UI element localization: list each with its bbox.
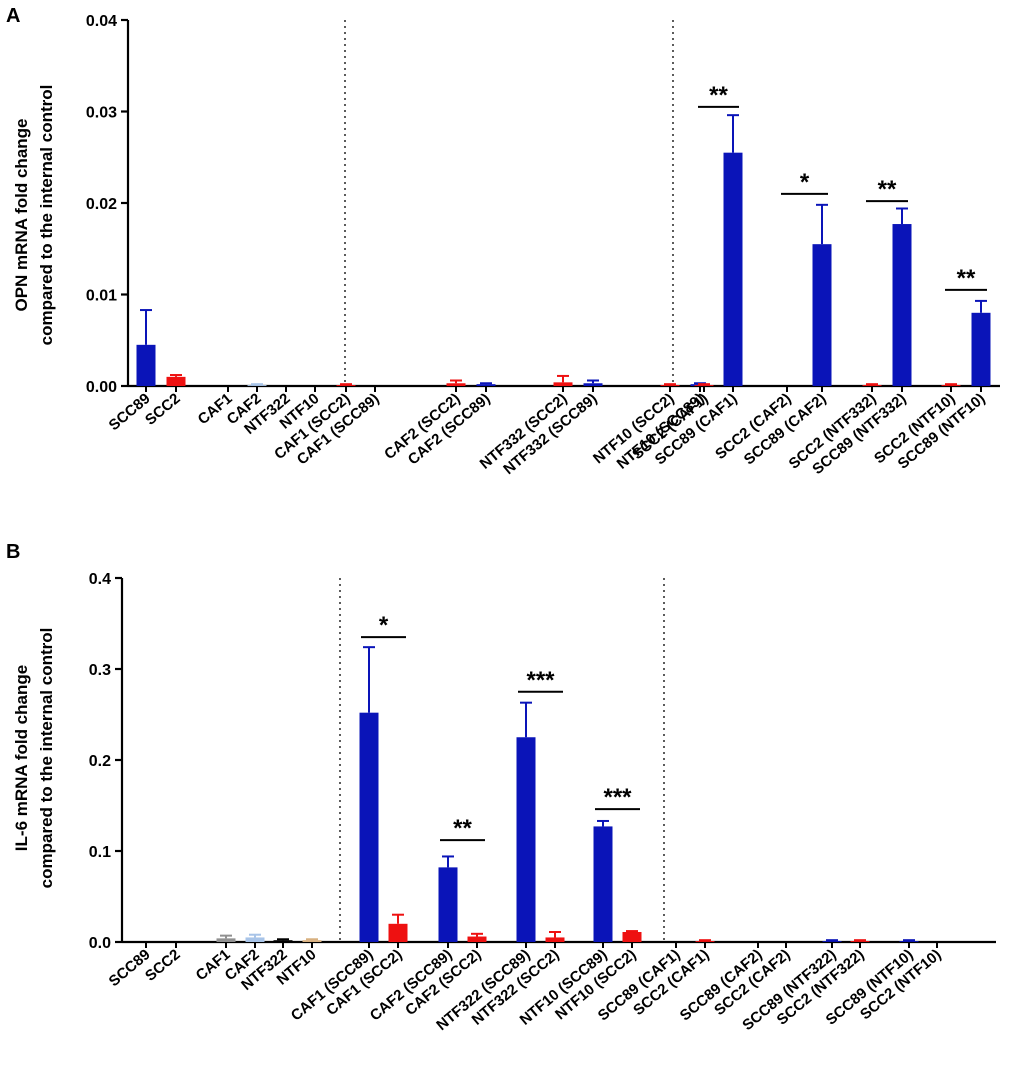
bar <box>302 940 322 942</box>
y-axis-label-line1: OPN mRNA fold change <box>12 119 31 312</box>
bar <box>694 385 714 386</box>
bar <box>583 383 603 386</box>
panel-a: A OPN mRNA fold change compared to the i… <box>6 5 1000 478</box>
y-axis-label-line2: compared to the internal control <box>37 85 56 346</box>
bar <box>593 826 613 942</box>
bar <box>553 382 573 386</box>
bar <box>216 938 236 942</box>
bar <box>245 937 265 942</box>
y-tick-label: 0.2 <box>89 753 111 770</box>
bar <box>516 737 536 942</box>
bar <box>850 941 870 942</box>
y-tick-label: 0.00 <box>86 379 117 396</box>
y-axis-label-line1: IL-6 mRNA fold change <box>12 665 31 851</box>
bar <box>388 923 408 942</box>
bar <box>273 940 293 942</box>
bar <box>166 376 186 386</box>
bar <box>247 385 267 386</box>
bar <box>359 712 379 942</box>
y-tick-label: 0.02 <box>86 196 117 213</box>
significance-marker: * <box>379 612 389 639</box>
bar <box>862 385 882 386</box>
bar <box>695 941 715 942</box>
significance-marker: ** <box>957 265 976 292</box>
significance-marker: ** <box>878 176 897 203</box>
significance-marker: * <box>800 169 810 196</box>
bar <box>660 385 680 386</box>
y-tick-label: 0.03 <box>86 105 117 122</box>
y-tick-label: 0.01 <box>86 288 117 305</box>
bar <box>446 383 466 386</box>
bar <box>438 867 458 942</box>
significance-marker: ** <box>709 82 728 109</box>
bar <box>941 385 961 386</box>
panel-letter: A <box>6 5 20 27</box>
significance-marker: *** <box>603 784 632 811</box>
significance-marker: ** <box>453 815 472 842</box>
bar <box>545 937 565 942</box>
bar <box>899 941 919 942</box>
panel-letter: B <box>6 541 20 563</box>
bar <box>336 385 356 386</box>
y-tick-label: 0.4 <box>89 571 111 588</box>
x-category-label: SCC2 <box>142 390 184 429</box>
bar <box>476 384 496 386</box>
bar <box>723 152 743 386</box>
bar <box>812 244 832 386</box>
y-axis-label-line2: compared to the internal control <box>37 628 56 889</box>
significance-marker: *** <box>526 667 555 694</box>
y-tick-label: 0.04 <box>86 13 117 30</box>
y-tick-label: 0.1 <box>89 844 111 861</box>
y-tick-label: 0.0 <box>89 935 111 952</box>
panel-b: B IL-6 mRNA fold change compared to the … <box>6 541 996 1034</box>
bar <box>467 936 487 942</box>
bar <box>136 344 156 386</box>
bar <box>892 224 912 386</box>
bar <box>622 931 642 942</box>
bar <box>822 941 842 942</box>
x-category-label: SCC2 <box>142 946 184 985</box>
bar <box>971 312 991 386</box>
y-tick-label: 0.3 <box>89 662 111 679</box>
